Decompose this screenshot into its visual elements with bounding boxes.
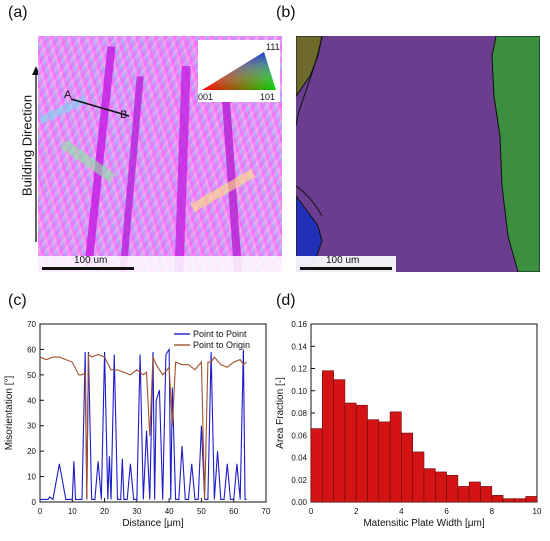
x-tick-label: 8 xyxy=(490,507,495,516)
panel-label-b: (b) xyxy=(276,4,296,21)
scale-bar-a: 100 um xyxy=(38,255,282,272)
line-profile-ab: A B xyxy=(64,89,130,121)
histogram-bar xyxy=(502,498,515,503)
y-tick-label: 0.14 xyxy=(291,342,307,351)
y-tick-label: 0.12 xyxy=(291,365,307,374)
ipf-111-label: 111 xyxy=(266,42,280,52)
phase-map: 100 um xyxy=(296,36,540,272)
x-tick-label: 10 xyxy=(68,507,77,516)
histogram-bar xyxy=(491,495,504,503)
series-line-2 xyxy=(39,353,247,500)
panel-label-c: (c) xyxy=(8,292,27,309)
histogram-bar xyxy=(344,402,357,503)
scale-bar-label-a: 100 um xyxy=(74,255,108,266)
histogram-bar xyxy=(480,486,493,503)
x-tick-label: 20 xyxy=(100,507,109,516)
histogram-bar xyxy=(401,432,414,503)
y-tick-label: 0.04 xyxy=(291,454,307,463)
histogram-bar xyxy=(525,496,538,503)
y-tick-label: 0.08 xyxy=(291,409,307,418)
histogram-bar xyxy=(468,481,481,503)
histogram-bar xyxy=(514,498,526,503)
scale-bar-b: 100 um xyxy=(296,255,396,272)
legend-label-1: Point to Point xyxy=(193,329,247,339)
x-tick-label: 0 xyxy=(309,507,314,516)
y-tick-label: 70 xyxy=(27,320,36,329)
y-tick-label: 50 xyxy=(27,371,36,380)
ipf-legend: 111 001 101 xyxy=(198,40,280,102)
y-axis-label: Area Fraction [-] xyxy=(275,377,286,449)
x-tick-label: 0 xyxy=(38,507,43,516)
building-direction-label: Building Direction xyxy=(19,94,35,197)
y-tick-label: 60 xyxy=(27,345,36,354)
y-tick-label: 0.00 xyxy=(291,498,307,507)
x-tick-label: 50 xyxy=(197,507,206,516)
y-tick-label: 0 xyxy=(32,498,37,507)
y-tick-label: 0.10 xyxy=(291,387,307,396)
x-axis-label: Distance [μm] xyxy=(122,518,184,529)
area-fraction-chart: 0 2 4 6 8 10 0.00 0.02 0.04 0.06 0.08 0.10 0.12 0.14 0… xyxy=(275,320,542,529)
plot-frame xyxy=(39,323,267,503)
histogram-bar xyxy=(435,471,447,503)
panel-label-a: (a) xyxy=(8,4,28,21)
histogram-bar xyxy=(412,451,425,503)
y-tick-label: 10 xyxy=(27,473,36,482)
histogram-bar xyxy=(333,379,346,503)
x-tick-label: 70 xyxy=(262,507,271,516)
line-label-a: A xyxy=(64,89,72,101)
y-tick-label: 40 xyxy=(27,396,36,405)
ipf-001-label: 001 xyxy=(198,92,213,102)
y-tick-label: 0.16 xyxy=(291,320,307,329)
histogram-bar xyxy=(378,421,391,503)
histogram-bar xyxy=(310,428,323,503)
histogram-bar xyxy=(355,404,368,503)
panel-label-d: (d) xyxy=(276,292,296,309)
series-line-1 xyxy=(40,347,247,501)
y-tick-label: 0.02 xyxy=(291,476,307,485)
y-tick-label: 20 xyxy=(27,447,36,456)
x-tick-label: 2 xyxy=(354,507,359,516)
scale-bar-label-b: 100 um xyxy=(326,255,360,266)
histogram-bar xyxy=(389,411,402,503)
y-axis-label: Misorientation [°] xyxy=(4,375,15,450)
histogram-bar xyxy=(321,370,334,503)
x-tick-label: 40 xyxy=(165,507,174,516)
histogram-bar xyxy=(457,486,470,503)
legend-label-2: Point to Origin xyxy=(193,340,250,350)
x-tick-label: 30 xyxy=(132,507,141,516)
x-tick-label: 60 xyxy=(229,507,238,516)
ebsd-map: 111 001 101 A B 100 um xyxy=(38,36,282,272)
misorientation-chart: 0 10 20 30 40 50 60 70 0 10 20 30 40 50 60 70 Distance [… xyxy=(4,320,271,529)
y-tick-label: 30 xyxy=(27,422,36,431)
x-axis-label: Matensitic Plate Width [μm] xyxy=(363,518,485,529)
ipf-101-label: 101 xyxy=(260,92,275,102)
y-tick-label: 0.06 xyxy=(291,431,307,440)
line-label-b: B xyxy=(120,109,127,121)
x-tick-label: 10 xyxy=(533,507,542,516)
x-tick-label: 6 xyxy=(444,507,449,516)
x-tick-label: 4 xyxy=(399,507,404,516)
histogram-bar xyxy=(367,419,380,503)
histogram-bar xyxy=(446,475,459,503)
histogram-bar xyxy=(423,468,436,503)
